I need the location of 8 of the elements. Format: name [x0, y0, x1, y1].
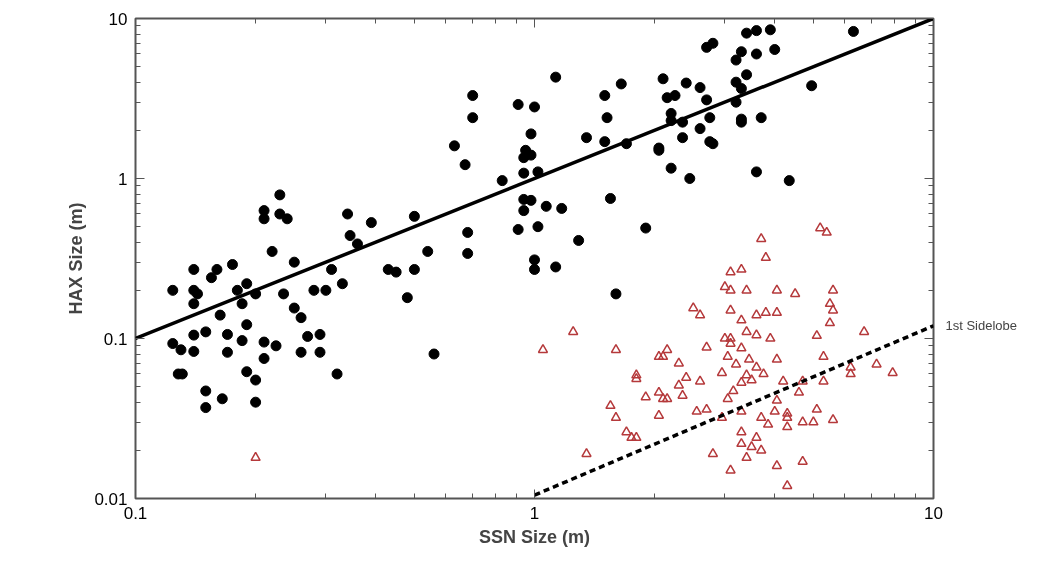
y-tick-label: 0.1: [103, 329, 128, 349]
series-label: 1st Sidelobe: [945, 318, 1018, 334]
x-tick-label: 1: [529, 503, 540, 523]
y-tick-label: 10: [108, 9, 128, 29]
x-axis-title: SSN Size (m): [478, 526, 591, 547]
x-tick-label: 10: [924, 503, 943, 523]
y-axis-title: HAX Size (m): [66, 202, 87, 315]
y-tick-label: 1: [118, 169, 128, 189]
